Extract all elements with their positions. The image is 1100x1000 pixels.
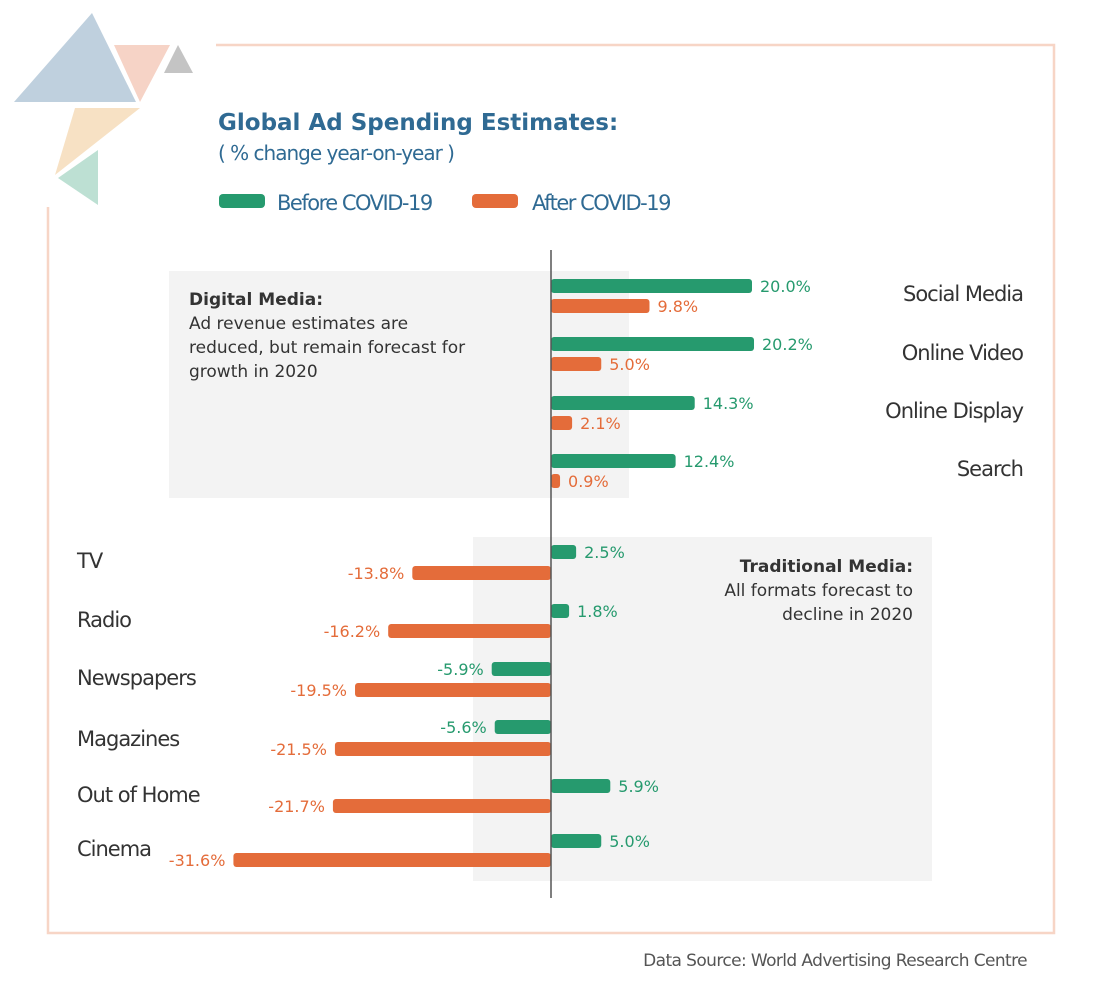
bar-before (551, 337, 755, 351)
decor-triangle-blue (14, 13, 136, 102)
bar-after (551, 299, 650, 313)
data-source: Data Source: World Advertising Research … (643, 951, 1027, 971)
bar-after (412, 566, 551, 580)
decoration (14, 13, 193, 205)
data-label-after: 0.9% (568, 472, 609, 491)
category-label: Online Display (885, 399, 1023, 423)
data-label-after: 9.8% (657, 297, 698, 316)
legend-swatch-after (472, 194, 518, 208)
data-label-after: -21.7% (268, 797, 325, 816)
data-label-after: -21.5% (270, 740, 327, 759)
digital-note-line: reduced, but remain forecast for (189, 338, 465, 358)
data-label-before: 2.5% (584, 543, 625, 562)
frame (46, 43, 1056, 935)
data-label-after: 5.0% (609, 355, 650, 374)
chart-title: Global Ad Spending Estimates: (218, 110, 618, 136)
bar-before (551, 604, 570, 618)
traditional-panel (473, 537, 932, 881)
bar-after (355, 683, 551, 697)
decor-triangle-sand (55, 108, 140, 175)
bar-after (388, 624, 551, 638)
data-label-before: 1.8% (577, 602, 618, 621)
data-label-after: -13.8% (348, 564, 405, 583)
category-label: Cinema (77, 837, 151, 861)
legend-label-after: After COVID-19 (532, 191, 670, 215)
bar-before (551, 279, 752, 293)
data-label-before: 20.0% (760, 277, 811, 296)
data-label-before: -5.6% (440, 718, 486, 737)
bar-before (551, 779, 611, 793)
category-label: Out of Home (77, 783, 200, 807)
decor-triangle-mint (58, 150, 98, 205)
bar-after (332, 799, 551, 813)
traditional-note-title: Traditional Media: (740, 557, 913, 577)
bar-after (334, 742, 551, 756)
data-label-before: 20.2% (762, 335, 813, 354)
legend-label-before: Before COVID-19 (277, 191, 432, 215)
digital-note: Digital Media: Ad revenue estimates are … (189, 290, 465, 382)
bar-after (551, 474, 561, 488)
data-label-after: -16.2% (324, 622, 381, 641)
bar-before (551, 396, 695, 410)
digital-note-line: growth in 2020 (189, 362, 318, 382)
category-label: TV (76, 549, 104, 573)
bar-before (551, 454, 676, 468)
decor-triangle-peach (114, 45, 170, 102)
data-label-before: -5.9% (437, 660, 483, 679)
data-label-after: -31.6% (169, 851, 226, 870)
bar-after (551, 357, 602, 371)
bar-after (233, 853, 552, 867)
traditional-note-line: All formats forecast to (724, 581, 913, 601)
category-label: Newspapers (77, 666, 196, 690)
legend-swatch-before (219, 194, 265, 208)
bar-after (551, 416, 573, 430)
data-label-after: -19.5% (290, 681, 347, 700)
digital-note-title: Digital Media: (189, 290, 323, 310)
category-label: Search (957, 457, 1023, 481)
data-label-before: 14.3% (703, 394, 754, 413)
data-label-after: 2.1% (580, 414, 621, 433)
bar-before (494, 720, 551, 734)
decor-triangle-gray (164, 45, 193, 73)
bars: 20.0% 9.8% Social Media 20.2% 5.0% Online Vid… (76, 277, 1025, 870)
data-label-before: 5.0% (609, 832, 650, 851)
bar-before (551, 834, 602, 848)
bar-before (491, 662, 551, 676)
chart-subtitle: ( % change year-on-year ) (218, 141, 454, 165)
legend: Before COVID-19 After COVID-19 (219, 191, 672, 215)
category-label: Magazines (77, 727, 179, 751)
traditional-note: Traditional Media: All formats forecast … (724, 557, 913, 625)
data-label-before: 12.4% (684, 452, 735, 471)
data-label-before: 5.9% (618, 777, 659, 796)
bar-before (551, 545, 577, 559)
category-label: Online Video (902, 341, 1023, 365)
digital-note-line: Ad revenue estimates are (189, 314, 408, 334)
traditional-note-line: decline in 2020 (782, 605, 913, 625)
category-label: Radio (77, 608, 131, 632)
category-label: Social Media (903, 282, 1023, 306)
